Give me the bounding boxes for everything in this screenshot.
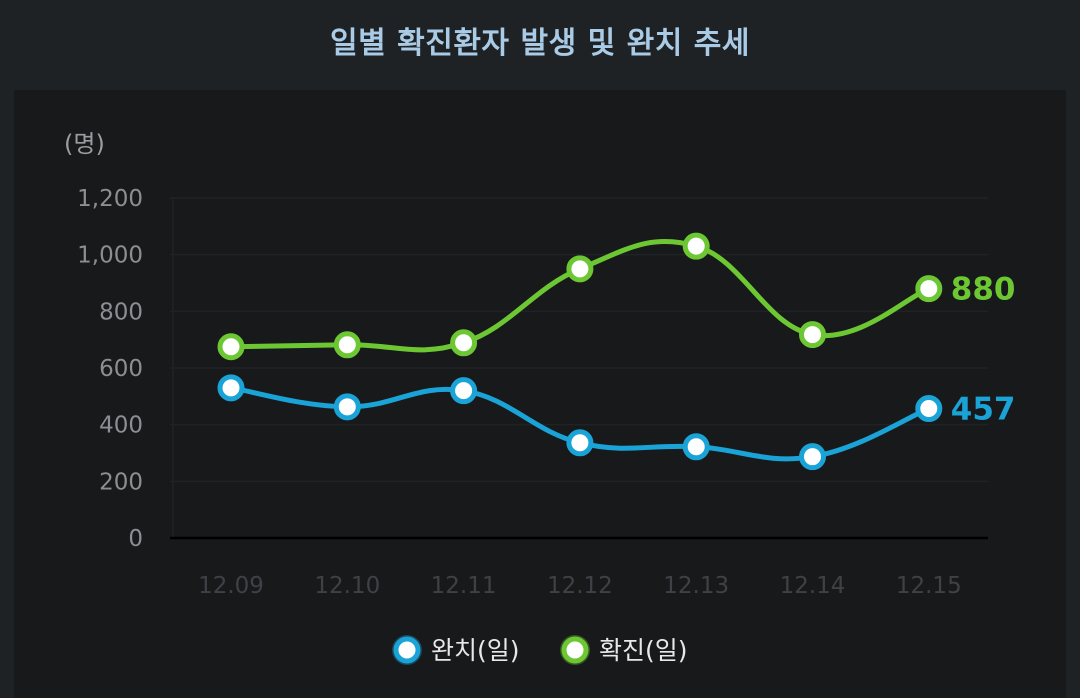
- legend-marker: [561, 636, 589, 664]
- y-tick-label: 0: [128, 526, 143, 552]
- y-tick-label: 400: [99, 413, 143, 439]
- y-tick-label: 600: [99, 356, 143, 382]
- data-point[interactable]: [217, 333, 245, 361]
- y-axis-ticks: 0 200 400 600 800 1,000 1,200: [77, 186, 143, 552]
- end-value-label: 880: [951, 272, 1016, 308]
- y-axis-unit: (명): [64, 130, 105, 158]
- legend-label: 확진(일): [599, 636, 688, 665]
- series-group: 457 880: [217, 232, 1016, 471]
- series-recovered: 457: [217, 374, 1016, 471]
- data-point[interactable]: [799, 321, 826, 349]
- y-tick-label: 1,200: [77, 186, 143, 212]
- page-title: 일별 확진환자 발생 및 완치 추세: [329, 26, 751, 61]
- y-tick-label: 800: [99, 299, 143, 325]
- y-tick-label: 200: [99, 469, 143, 495]
- data-point[interactable]: [682, 232, 710, 260]
- x-tick-label: 12.12: [547, 573, 613, 599]
- data-point[interactable]: [915, 395, 943, 423]
- legend: 완치(일) 확진(일): [392, 635, 688, 665]
- x-tick-label: 12.11: [431, 573, 497, 599]
- x-tick-label: 12.13: [663, 573, 729, 599]
- x-axis-ticks: 12.09 12.10 12.11 12.12 12.13 12.14 12.15: [198, 573, 962, 599]
- data-point[interactable]: [333, 393, 361, 421]
- legend-item[interactable]: 확진(일): [560, 635, 688, 665]
- data-point[interactable]: [566, 429, 594, 457]
- x-tick-label: 12.09: [198, 573, 264, 599]
- legend-marker: [393, 636, 421, 664]
- x-tick-label: 12.14: [780, 573, 846, 599]
- chart-panel: [14, 90, 1066, 698]
- data-point[interactable]: [915, 275, 943, 303]
- data-point[interactable]: [450, 377, 478, 405]
- x-tick-label: 12.10: [314, 573, 380, 599]
- data-point[interactable]: [217, 374, 245, 402]
- legend-label: 완치(일): [431, 636, 520, 665]
- data-point[interactable]: [333, 331, 361, 359]
- y-tick-label: 1,000: [77, 243, 143, 269]
- x-tick-label: 12.15: [896, 573, 962, 599]
- grid-lines: [170, 197, 988, 538]
- series-confirmed: 880: [217, 232, 1016, 361]
- end-value-label: 457: [951, 392, 1016, 428]
- data-point[interactable]: [566, 255, 594, 283]
- data-point[interactable]: [450, 329, 478, 357]
- data-point[interactable]: [799, 443, 826, 471]
- data-point[interactable]: [682, 433, 710, 461]
- legend-item[interactable]: 완치(일): [392, 635, 520, 665]
